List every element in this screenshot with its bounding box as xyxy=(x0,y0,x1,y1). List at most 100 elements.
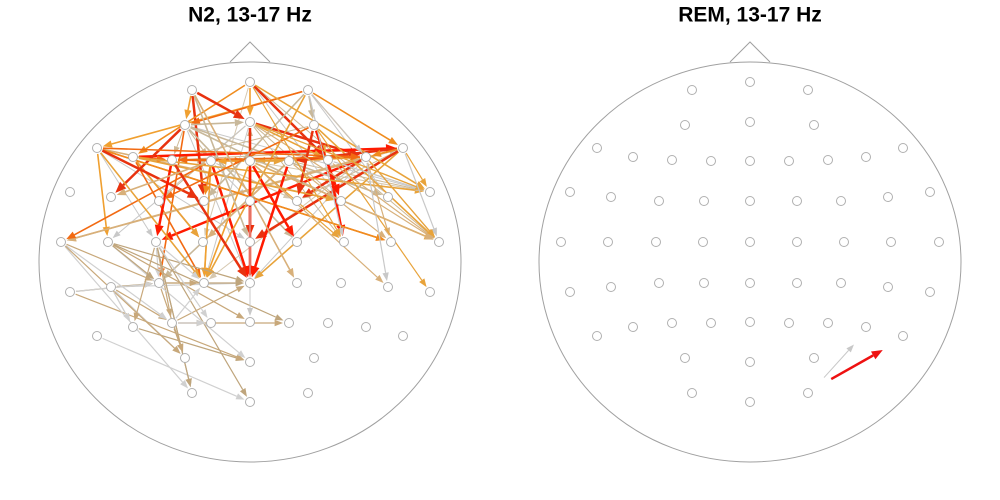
electrode xyxy=(687,388,697,398)
nose xyxy=(729,41,771,63)
arrow xyxy=(116,162,206,196)
electrode xyxy=(323,318,333,328)
electrode xyxy=(706,156,716,166)
electrode xyxy=(167,155,177,165)
electrode xyxy=(361,152,371,162)
arrow-head xyxy=(115,181,127,193)
electrode xyxy=(245,156,255,166)
electrode xyxy=(245,117,255,127)
panel-title: REM, 13-17 Hz xyxy=(678,4,822,27)
electrode xyxy=(898,143,908,153)
arrow-shaft xyxy=(188,129,204,150)
electrode xyxy=(745,357,755,367)
arrow xyxy=(113,243,284,321)
electrode xyxy=(886,237,896,247)
arrow xyxy=(316,129,427,288)
electrode xyxy=(836,196,846,206)
electrode xyxy=(934,237,944,247)
arrow xyxy=(312,92,398,145)
electrode xyxy=(92,143,102,153)
arrow-head xyxy=(154,224,164,237)
electrode xyxy=(925,187,935,197)
arrow-shaft xyxy=(113,243,237,280)
head-outline xyxy=(538,61,962,463)
arrow xyxy=(174,164,247,278)
electrode xyxy=(199,278,209,288)
electrode xyxy=(309,353,319,363)
arrow-head xyxy=(375,233,386,241)
arrow-head xyxy=(371,149,382,157)
electrode xyxy=(245,317,255,327)
arrow-shaft xyxy=(316,129,423,281)
arrow-head xyxy=(158,311,168,320)
arrow-head xyxy=(375,274,384,283)
electrode xyxy=(592,331,602,341)
arrow-head xyxy=(144,281,154,288)
arrow-head xyxy=(208,272,217,280)
electrode xyxy=(809,120,819,130)
arrow-head xyxy=(294,154,307,164)
arrow xyxy=(158,246,208,319)
arrow xyxy=(823,344,854,378)
arrow-head xyxy=(331,183,340,196)
arrow-head xyxy=(235,285,245,293)
arrow-head xyxy=(190,117,201,125)
arrow-shaft xyxy=(112,245,240,354)
arrow-shaft xyxy=(174,164,242,270)
arrow xyxy=(404,153,437,237)
arrow xyxy=(369,161,436,238)
arrow-head xyxy=(66,231,77,240)
electrode xyxy=(592,143,602,153)
arrow xyxy=(102,149,386,241)
electrode xyxy=(128,322,138,332)
arrow-head xyxy=(246,106,254,116)
electrode xyxy=(898,331,908,341)
electrode xyxy=(303,388,313,398)
arrow-head xyxy=(123,312,131,322)
arrow-shaft xyxy=(188,128,288,232)
arrow-shaft xyxy=(136,247,156,314)
electrode xyxy=(398,143,408,153)
arrow xyxy=(65,245,168,320)
arrow-shaft xyxy=(823,350,849,378)
arrow-head xyxy=(146,228,153,237)
arrow-head xyxy=(427,228,436,238)
arrow xyxy=(160,288,184,353)
electrode xyxy=(425,187,435,197)
electrode xyxy=(245,77,255,87)
head-outline xyxy=(38,61,462,463)
arrow-head xyxy=(203,185,211,196)
arrow-head xyxy=(274,314,284,321)
electrode xyxy=(809,353,819,363)
arrow-shaft xyxy=(138,156,415,192)
arrow-head xyxy=(190,227,200,238)
arrow-head xyxy=(189,279,198,287)
arrow-shaft xyxy=(251,165,290,228)
arrow xyxy=(102,337,245,400)
arrow xyxy=(206,94,306,278)
arrow xyxy=(252,86,341,237)
arrow-shaft xyxy=(404,153,435,229)
electrode xyxy=(654,278,664,288)
arrow-head xyxy=(247,308,253,316)
arrow-shaft xyxy=(830,354,874,381)
arrow-shaft xyxy=(175,293,196,319)
arrow-head xyxy=(377,230,387,239)
arrow-head xyxy=(430,227,437,237)
arrow-head xyxy=(283,228,293,238)
electrode xyxy=(745,156,755,166)
electrode xyxy=(699,196,709,206)
electrode xyxy=(792,278,802,288)
arrow-shaft xyxy=(158,246,204,312)
arrow-head xyxy=(164,191,175,199)
arrow xyxy=(254,164,384,283)
head-left xyxy=(38,41,462,463)
electrode xyxy=(245,237,255,247)
electrode xyxy=(106,192,116,202)
electrode xyxy=(687,85,697,95)
arrow-shaft xyxy=(205,166,211,187)
electrode xyxy=(383,282,393,292)
arrow-shaft xyxy=(160,245,194,275)
arrow-head xyxy=(236,232,245,239)
arrow-shaft xyxy=(405,152,423,181)
